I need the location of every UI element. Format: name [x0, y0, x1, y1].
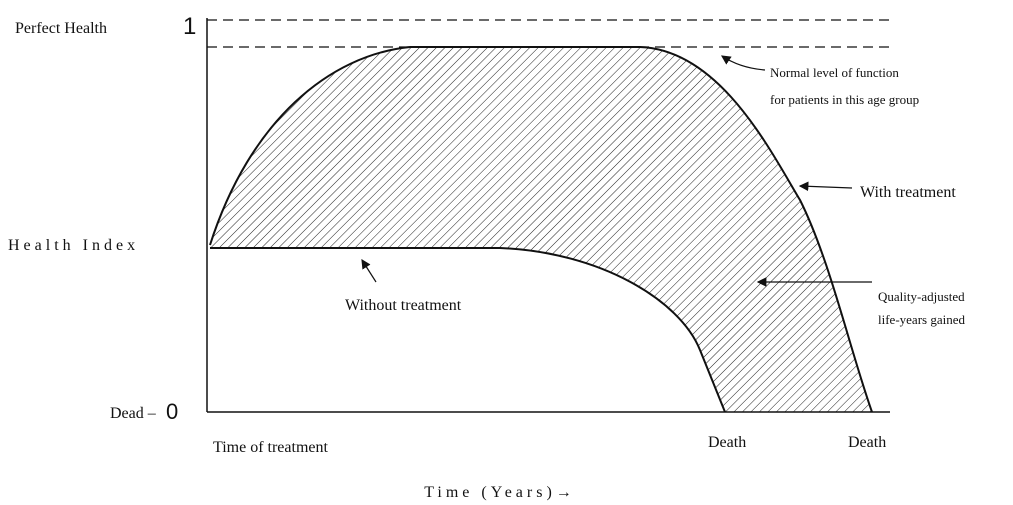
label: life-years gained [878, 312, 965, 327]
label: Quality-adjusted [878, 289, 965, 304]
qaly-area [210, 47, 872, 412]
arrow [798, 181, 853, 192]
arrow [721, 55, 766, 71]
arrow [361, 258, 377, 283]
label: Perfect Health [15, 20, 107, 37]
label: Death [848, 434, 886, 451]
with-treatment-curve [209, 46, 873, 413]
label: Without treatment [345, 297, 462, 314]
label: 1 [183, 13, 196, 40]
label: Dead – [110, 405, 157, 422]
label: for patients in this age group [770, 92, 919, 107]
label: Normal level of function [770, 65, 899, 80]
label: Death [708, 434, 746, 451]
label: Health Index [8, 237, 139, 254]
label: With treatment [860, 184, 956, 201]
label: 0 [166, 399, 178, 424]
label: Time (Years)→ [424, 484, 576, 501]
label: Time of treatment [213, 439, 329, 456]
without-treatment-curve [210, 247, 726, 413]
